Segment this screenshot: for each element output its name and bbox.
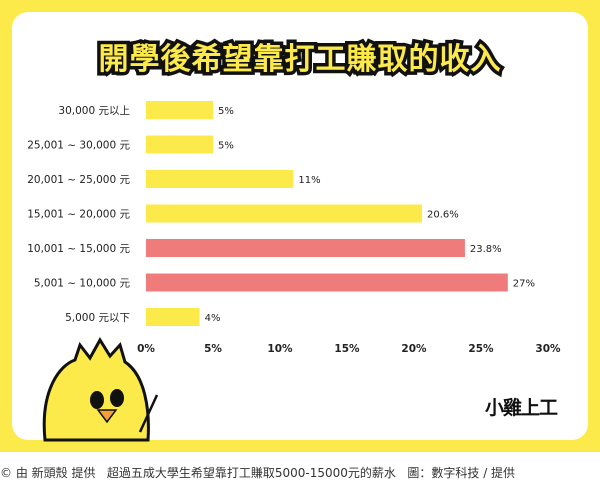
value-label: 11% (298, 175, 320, 186)
category-label: 5,000 元以下 (65, 312, 130, 324)
value-label: 27% (513, 279, 535, 290)
category-label: 10,001 ~ 15,000 元 (27, 243, 130, 255)
value-label: 23.8% (470, 244, 502, 255)
category-label: 30,000 元以上 (58, 105, 130, 117)
image-caption: © 由 新頭殼 提供 超過五成大學生希望靠打工賺取5000-15000元的薪水 … (0, 466, 516, 480)
value-label: 4% (205, 313, 221, 324)
x-tick-label: 10% (267, 343, 293, 355)
value-label: 5% (218, 141, 234, 152)
chick-mascot-icon (42, 337, 159, 442)
chart-title: 開學後希望靠打工賺取的收入 (95, 39, 504, 81)
value-label: 5% (218, 106, 234, 117)
bar (146, 170, 294, 188)
category-label: 25,001 ~ 30,000 元 (27, 140, 130, 152)
x-tick-label: 25% (468, 343, 494, 355)
category-label: 20,001 ~ 25,000 元 (27, 174, 130, 186)
x-tick-label: 15% (334, 343, 360, 355)
bar (146, 308, 200, 326)
x-tick-label: 5% (204, 343, 222, 355)
bar (146, 135, 213, 154)
bar-chart: 30,000 元以上 5% 25,001 ~ 30,000 元 5% 20,001 ~ … (27, 101, 561, 442)
category-label: 15,001 ~ 20,000 元 (27, 209, 130, 221)
x-tick-label: 20% (401, 343, 427, 355)
bar (146, 239, 465, 257)
value-label: 20.6% (427, 210, 459, 221)
x-tick-label: 0% (137, 343, 155, 355)
bar (146, 204, 423, 223)
bar (146, 101, 213, 119)
x-tick-label: 30% (535, 343, 561, 355)
bar (146, 273, 508, 292)
category-label: 5,001 ~ 10,000 元 (34, 278, 131, 290)
logo: 小雞上工 (485, 390, 558, 420)
